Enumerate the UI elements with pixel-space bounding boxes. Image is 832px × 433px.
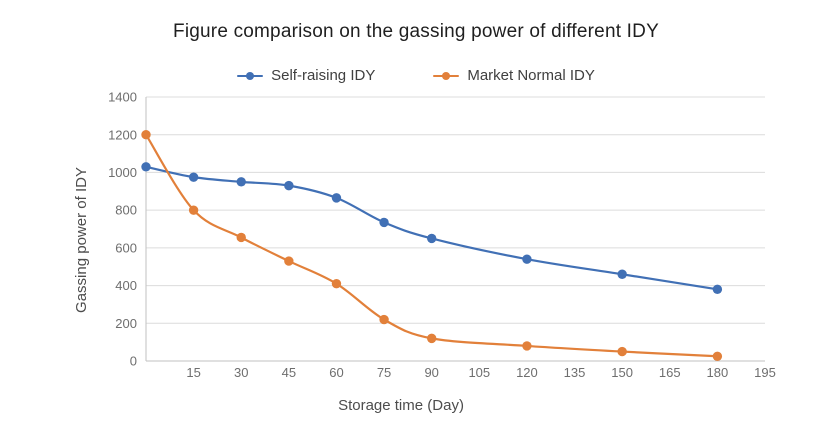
data-point-self-raising-idy <box>141 162 151 172</box>
data-point-market-normal-idy <box>236 232 246 243</box>
chart-title: Figure comparison on the gassing power o… <box>173 21 659 42</box>
data-point-market-normal-idy <box>379 314 389 325</box>
data-point-self-raising-idy <box>379 217 389 228</box>
y-tick-label: 800 <box>115 203 137 218</box>
series-line-self-raising-idy <box>145 165 718 291</box>
legend-dot-icon <box>246 71 255 80</box>
data-point-self-raising-idy <box>188 172 199 182</box>
y-tick-label: 1400 <box>108 90 137 105</box>
x-tick-label: 75 <box>377 365 391 380</box>
data-point-self-raising-idy <box>522 254 532 264</box>
x-tick-label: 150 <box>611 365 633 380</box>
y-tick-label: 200 <box>115 316 137 331</box>
x-tick-label: 195 <box>754 365 776 380</box>
data-point-self-raising-idy <box>331 193 342 203</box>
y-tick-label: 0 <box>130 354 137 369</box>
legend-label: Market Normal IDY <box>467 67 595 84</box>
x-tick-label: 120 <box>516 365 538 380</box>
x-tick-label: 90 <box>424 365 438 380</box>
data-point-market-normal-idy <box>712 351 723 361</box>
x-tick-label: 105 <box>468 365 490 380</box>
data-point-market-normal-idy <box>617 346 627 357</box>
x-axis-title: Storage time (Day) <box>338 397 464 414</box>
data-point-market-normal-idy <box>426 333 437 344</box>
data-point-market-normal-idy <box>188 205 199 215</box>
data-point-market-normal-idy <box>284 256 294 266</box>
legend-label: Self-raising IDY <box>271 67 376 84</box>
series-line-market-normal-idy <box>145 134 718 358</box>
x-tick-label: 30 <box>234 365 248 380</box>
x-tick-label: 135 <box>564 365 586 380</box>
y-tick-label: 600 <box>115 240 137 255</box>
data-point-self-raising-idy <box>284 180 294 191</box>
y-tick-label: 1000 <box>108 165 137 180</box>
y-tick-label: 1200 <box>108 127 137 142</box>
legend: Self-raising IDY Market Normal IDY <box>0 67 832 84</box>
data-point-self-raising-idy <box>712 284 723 295</box>
data-point-self-raising-idy <box>617 269 627 279</box>
x-tick-label: 45 <box>282 365 296 380</box>
data-point-market-normal-idy <box>331 278 342 289</box>
legend-dot-icon <box>442 71 451 80</box>
x-tick-label: 180 <box>707 365 729 380</box>
legend-item-market-normal: Market Normal IDY <box>433 67 595 84</box>
x-tick-label: 60 <box>329 365 343 380</box>
line-dot-marker-icon <box>237 71 264 81</box>
data-point-self-raising-idy <box>426 233 437 244</box>
legend-item-self-raising: Self-raising IDY <box>237 67 375 84</box>
data-point-self-raising-idy <box>236 177 246 187</box>
line-dot-marker-icon <box>433 71 460 81</box>
data-point-market-normal-idy <box>141 130 151 140</box>
x-tick-label: 15 <box>186 365 200 380</box>
x-tick-label: 165 <box>659 365 681 380</box>
y-tick-label: 400 <box>115 278 137 293</box>
y-axis-title: Gassing power of IDY <box>73 167 90 313</box>
data-point-market-normal-idy <box>522 341 532 351</box>
